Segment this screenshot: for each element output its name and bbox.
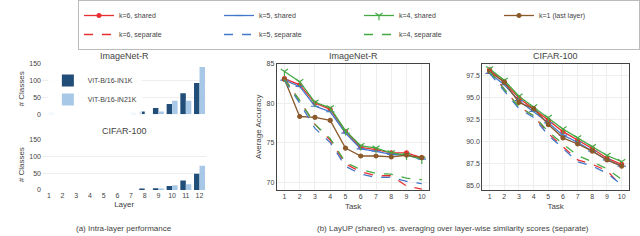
svg-text:9: 9	[605, 193, 609, 200]
svg-text:100: 100	[29, 153, 41, 160]
svg-text:k=1 (last layer): k=1 (last layer)	[539, 12, 585, 20]
svg-text:1: 1	[282, 193, 286, 200]
svg-text:10: 10	[418, 193, 426, 200]
svg-text:150: 150	[29, 60, 41, 67]
svg-text:100: 100	[29, 77, 41, 84]
svg-text:6: 6	[115, 192, 119, 199]
svg-text:7: 7	[129, 192, 133, 199]
svg-text:90.0: 90.0	[466, 138, 480, 145]
svg-text:Average Accuracy: Average Accuracy	[254, 95, 263, 159]
svg-text:# Classes: # Classes	[17, 147, 26, 182]
svg-text:1: 1	[47, 192, 51, 199]
svg-text:0: 0	[37, 186, 41, 193]
svg-text:6: 6	[359, 193, 363, 200]
svg-text:Task: Task	[345, 202, 362, 211]
svg-text:9: 9	[405, 193, 409, 200]
svg-text:10: 10	[618, 193, 626, 200]
svg-text:12: 12	[196, 192, 204, 199]
svg-text:2: 2	[502, 193, 506, 200]
svg-text:5: 5	[344, 193, 348, 200]
svg-text:5: 5	[102, 192, 106, 199]
svg-text:70: 70	[267, 179, 275, 186]
svg-text:11: 11	[182, 192, 189, 199]
svg-text:50: 50	[33, 94, 41, 101]
svg-text:85: 85	[267, 60, 275, 67]
svg-text:Task: Task	[547, 202, 564, 211]
svg-text:3: 3	[517, 193, 521, 200]
svg-text:95.0: 95.0	[466, 94, 480, 101]
svg-text:5: 5	[546, 193, 550, 200]
svg-text:85.0: 85.0	[466, 182, 480, 189]
svg-text:(a) Intra-layer performance: (a) Intra-layer performance	[76, 224, 172, 233]
svg-text:6: 6	[561, 193, 565, 200]
svg-text:10: 10	[168, 192, 176, 199]
svg-text:ViT-B/16-IN1K: ViT-B/16-IN1K	[88, 77, 133, 84]
svg-text:# Classes: # Classes	[17, 71, 26, 106]
svg-text:4: 4	[532, 193, 536, 200]
svg-text:9: 9	[156, 192, 160, 199]
svg-text:0: 0	[37, 111, 41, 118]
svg-text:ImageNet-R: ImageNet-R	[329, 51, 378, 61]
svg-text:ImageNet-R: ImageNet-R	[100, 51, 149, 61]
svg-text:7: 7	[374, 193, 378, 200]
svg-text:7: 7	[576, 193, 580, 200]
svg-text:97.5: 97.5	[466, 71, 480, 78]
svg-text:150: 150	[29, 136, 41, 143]
svg-text:50: 50	[33, 170, 41, 177]
svg-text:1: 1	[488, 193, 492, 200]
svg-text:2: 2	[61, 192, 65, 199]
svg-text:87.5: 87.5	[466, 160, 480, 167]
svg-text:92.5: 92.5	[466, 116, 480, 123]
svg-text:k=6, shared: k=6, shared	[119, 12, 156, 19]
svg-text:ViT-B/16-IN21K: ViT-B/16-IN21K	[88, 96, 137, 103]
svg-text:8: 8	[143, 192, 147, 199]
svg-text:75: 75	[267, 139, 275, 146]
svg-text:(b) LayUP (shared) vs. averagi: (b) LayUP (shared) vs. averaging over la…	[317, 224, 589, 233]
svg-text:CIFAR-100: CIFAR-100	[102, 126, 147, 136]
svg-text:8: 8	[389, 193, 393, 200]
svg-text:4: 4	[328, 193, 332, 200]
svg-text:k=4, separate: k=4, separate	[399, 31, 442, 39]
svg-text:2: 2	[298, 193, 302, 200]
svg-text:3: 3	[313, 193, 317, 200]
svg-text:4: 4	[88, 192, 92, 199]
svg-text:k=4, shared: k=4, shared	[399, 12, 436, 19]
svg-text:k=6, separate: k=6, separate	[119, 31, 162, 39]
svg-text:CIFAR-100: CIFAR-100	[533, 51, 578, 61]
svg-text:k=5, separate: k=5, separate	[259, 31, 302, 39]
svg-text:k=5, shared: k=5, shared	[259, 12, 296, 19]
svg-text:80: 80	[267, 100, 275, 107]
svg-text:8: 8	[590, 193, 594, 200]
svg-text:Layer: Layer	[114, 200, 134, 209]
svg-text:3: 3	[74, 192, 78, 199]
